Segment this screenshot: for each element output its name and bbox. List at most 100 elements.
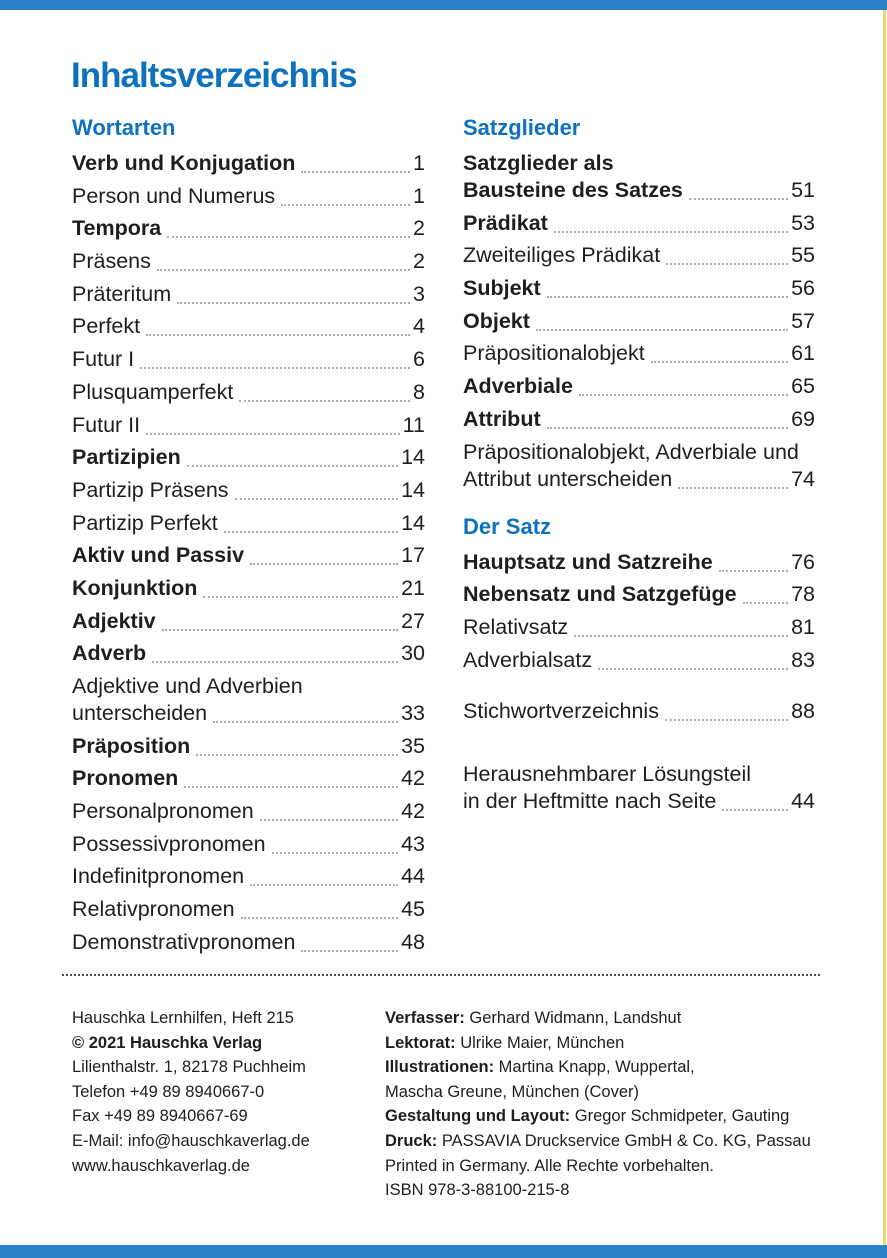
entry-row: Nebensatz und Satzgefüge 78 (463, 582, 815, 607)
dot-leader (223, 530, 399, 533)
footer-publisher-block: Hauschka Lernhilfen, Heft 215 © 2021 Haus… (72, 1006, 385, 1203)
entry-label: Stichwortverzeichnis (463, 698, 659, 723)
entry-label: Präteritum (72, 281, 172, 306)
dot-leader (718, 569, 789, 572)
entry-label: Attribut unterscheiden (463, 466, 673, 491)
footer-line-text: Printed in Germany. Alle Rechte vorbehal… (385, 1156, 714, 1175)
dot-leader (598, 667, 789, 670)
entry-label: Perfekt (72, 314, 141, 339)
section-heading: Wortarten (72, 115, 176, 140)
dot-leader (271, 851, 399, 854)
entry-row: Partizip Präsens 14 (72, 478, 425, 503)
section-heading: Satzglieder (463, 115, 581, 140)
entry-row: Partizipien 14 (72, 445, 425, 470)
footer-line-text: Gregor Schmidpeter, Gauting (574, 1107, 790, 1126)
page-number: 78 (791, 582, 815, 607)
page-number: 56 (791, 276, 815, 301)
footer-line: ISBN 978-3-88100-215-8 (385, 1178, 860, 1203)
entry-label: Possessivpronomen (72, 831, 266, 856)
entry-row: Subjekt 56 (463, 276, 815, 301)
toc-entry: Demonstrativpronomen 48 (72, 930, 425, 955)
toc-entry: Präteritum 3 (72, 282, 425, 307)
toc-entry: Relativsatz 81 (463, 615, 815, 640)
footer-line-text: Lilienthalstr. 1, 82178 Puchheim (72, 1058, 306, 1077)
entry-row: in der Heftmitte nach Seite 44 (463, 789, 815, 814)
section-entries: Hauptsatz und Satzreihe 76 Nebensatz und… (463, 550, 815, 673)
entry-row: Bausteine des Satzes 51 (463, 178, 815, 203)
entry-label: Nebensatz und Satzgefüge (463, 582, 737, 607)
footer-line-text: Mascha Greune, München (Cover) (385, 1082, 640, 1101)
footer-line: Illustrationen: Martina Knapp, Wuppertal… (385, 1055, 860, 1080)
entry-label: Personalpronomen (72, 799, 254, 824)
entry-label: Präpositionalobjekt (463, 341, 645, 366)
entry-label: Aktiv und Passiv (72, 543, 245, 568)
footer-line-text: E-Mail: info@hauschkaverlag.de (72, 1131, 310, 1150)
entry-row: Hauptsatz und Satzreihe 76 (463, 550, 815, 575)
dot-leader (196, 753, 399, 756)
toc-entry: Objekt 57 (463, 309, 815, 334)
entry-row: Attribut 69 (463, 407, 815, 432)
entry-label: Futur II (72, 412, 141, 437)
toc-entry: Relativpronomen 45 (72, 897, 425, 922)
toc-section: Wortarten Verb und Konjugation 1 Person … (72, 115, 425, 955)
entry-label: Zweiteiliges Prädikat (463, 243, 661, 268)
entry-label: Adjektiv (72, 608, 156, 633)
page-number: 6 (413, 347, 425, 372)
toc-entry: Tempora 2 (72, 216, 425, 241)
entry-row: Futur II 11 (72, 413, 425, 438)
toc-entry: Präposition 35 (72, 734, 425, 759)
entry-label: Objekt (463, 308, 530, 333)
footer-line-text: www.hauschkaverlag.de (72, 1156, 250, 1175)
footer-line-label: Lektorat: (385, 1033, 461, 1052)
toc-entry: Attribut 69 (463, 407, 815, 432)
toc-entry: Adverbialsatz 83 (463, 648, 815, 673)
page-number: 42 (401, 799, 425, 824)
page-number: 14 (401, 445, 425, 470)
toc-entry: Präpositionalobjekt 61 (463, 341, 815, 366)
footer-line: Verfasser: Gerhard Widmann, Landshut (385, 1006, 860, 1031)
entry-label: Plusquamperfekt (72, 379, 234, 404)
page-number: 4 (413, 314, 425, 339)
toc-entry: Stichwortverzeichnis 88 (463, 699, 815, 724)
page-number: 2 (413, 249, 425, 274)
dot-leader (167, 236, 411, 239)
entry-label: Indefinitpronomen (72, 864, 245, 889)
footer-line-text: Ulrike Maier, München (460, 1033, 625, 1052)
toc-column-left: Wortarten Verb und Konjugation 1 Person … (72, 115, 425, 963)
entry-row: Adjektiv 27 (72, 609, 425, 634)
toc-entry: Person und Numerus 1 (72, 184, 425, 209)
entry-row: Prädikat 53 (463, 211, 815, 236)
entry-row: Attribut unterscheiden 74 (463, 467, 815, 492)
top-edge-bar (0, 0, 887, 10)
dot-leader (553, 230, 789, 233)
footer-line: Fax +49 89 8940667-69 (72, 1104, 385, 1129)
section-heading: Der Satz (463, 513, 552, 539)
page-number: 44 (791, 788, 815, 813)
dot-leader (574, 634, 789, 637)
page-number: 35 (401, 733, 425, 758)
page-number: 42 (401, 766, 425, 791)
dot-leader (281, 203, 411, 206)
entry-label: Adverbialsatz (463, 647, 593, 672)
entry-row: Präteritum 3 (72, 282, 425, 307)
footer: Hauschka Lernhilfen, Heft 215 © 2021 Haus… (72, 1006, 860, 1203)
toc-entry: Nebensatz und Satzgefüge 78 (463, 582, 815, 607)
entry-label: in der Heftmitte nach Seite (463, 788, 717, 813)
footer-line-label: Gestaltung und Layout: (385, 1107, 575, 1126)
entry-row: Objekt 57 (463, 309, 815, 334)
dot-leader (250, 884, 399, 887)
entry-label: Präposition (72, 733, 191, 758)
toc-entry: Verb und Konjugation 1 (72, 151, 425, 176)
toc-section: Der Satz Hauptsatz und Satzreihe 76 Nebe… (463, 514, 815, 673)
entry-label: Bausteine des Satzes (463, 178, 683, 202)
entry-row: unterscheiden 33 (72, 701, 425, 726)
entry-label: Partizip Perfekt (72, 510, 218, 535)
dot-leader (203, 595, 399, 598)
toc-entry: Satzglieder als Bausteine des Satzes 51 (463, 151, 815, 203)
page-number: 61 (791, 341, 815, 366)
dot-leader (250, 563, 399, 566)
entry-row: Plusquamperfekt 8 (72, 380, 425, 405)
dot-leader (213, 721, 399, 723)
entry-label: Adverb (72, 641, 147, 666)
page-number: 51 (791, 178, 815, 202)
